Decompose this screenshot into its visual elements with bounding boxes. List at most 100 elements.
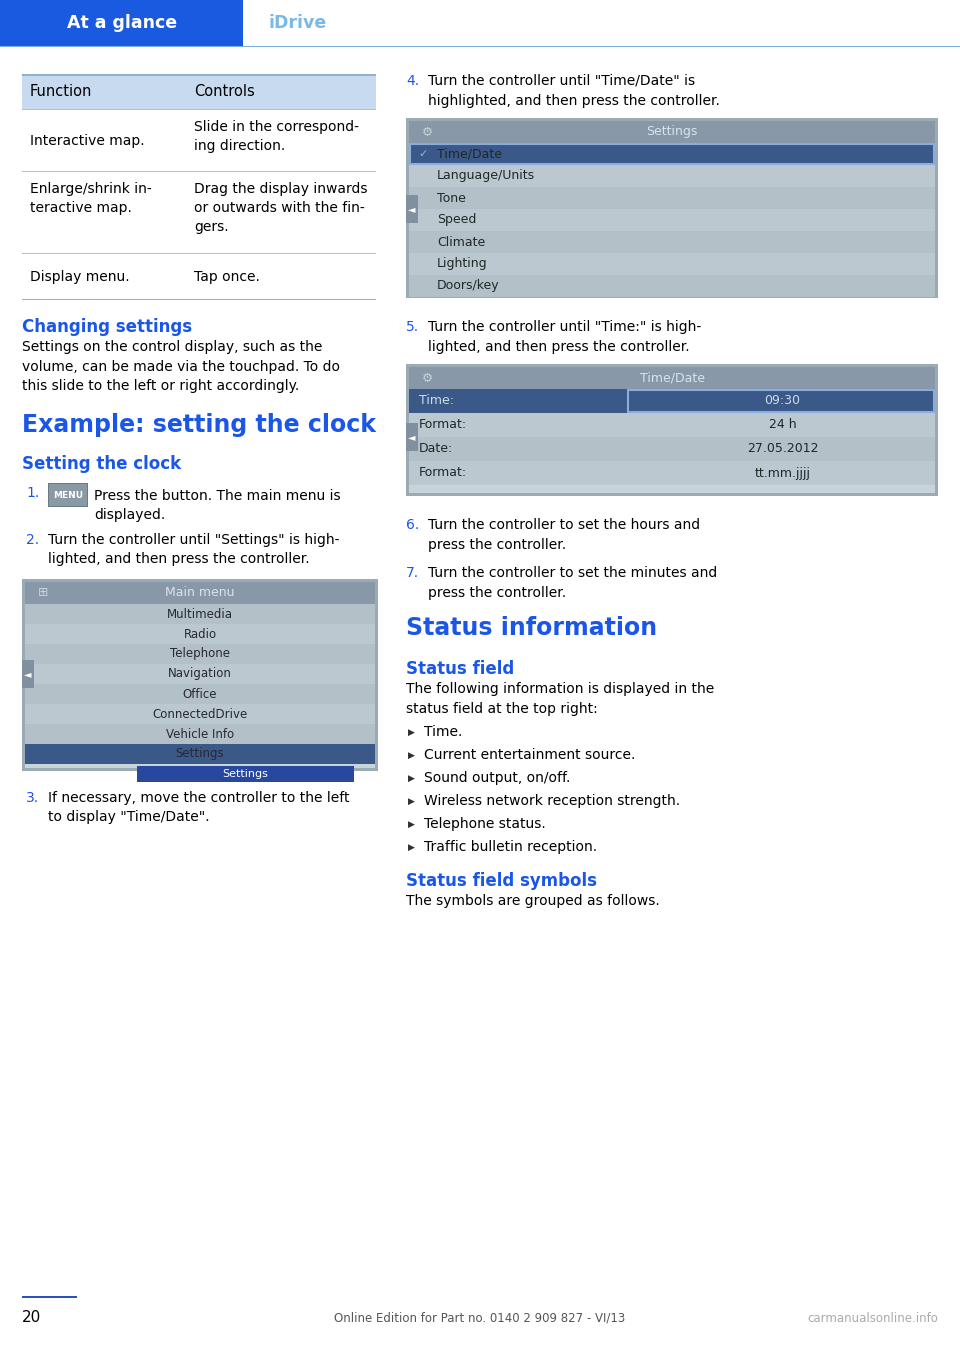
Text: ⊞: ⊞ (37, 587, 48, 599)
Text: Tap once.: Tap once. (194, 270, 260, 285)
Text: Date:: Date: (419, 443, 453, 455)
Text: Settings on the control display, such as the
volume, can be made via the touchpa: Settings on the control display, such as… (22, 340, 340, 394)
Text: ConnectedDrive: ConnectedDrive (153, 707, 248, 720)
Text: Turn the controller to set the minutes and
press the controller.: Turn the controller to set the minutes a… (428, 567, 717, 599)
Bar (409, 232, 935, 253)
Text: Time/Date: Time/Date (639, 372, 705, 384)
Bar (25, 704, 375, 725)
Text: ✓: ✓ (419, 148, 428, 159)
Bar (22, 298, 376, 300)
Text: Format:: Format: (419, 467, 468, 479)
Bar (243, 0, 960, 46)
Text: ▶: ▶ (408, 727, 415, 737)
Text: At a glance: At a glance (67, 14, 177, 31)
Bar (406, 118, 938, 298)
Text: 2.: 2. (26, 533, 39, 548)
Bar (22, 74, 376, 110)
Text: Format:: Format: (419, 418, 468, 432)
Text: Turn the controller to set the hours and
press the controller.: Turn the controller to set the hours and… (428, 518, 700, 552)
Bar (409, 366, 935, 493)
Text: ⚙: ⚙ (421, 372, 433, 384)
Bar (25, 603, 375, 624)
Text: Tone: Tone (437, 192, 466, 204)
Text: Time/Date: Time/Date (437, 147, 502, 161)
Text: Settings: Settings (646, 125, 698, 139)
Text: ▶: ▶ (408, 820, 415, 828)
Text: ▶: ▶ (408, 797, 415, 805)
Text: ◄: ◄ (24, 669, 32, 680)
Bar (25, 744, 375, 764)
Text: tt.mm.jjjj: tt.mm.jjjj (755, 467, 810, 479)
Text: Enlarge/shrink in-
teractive map.: Enlarge/shrink in- teractive map. (30, 183, 152, 215)
Bar (49, 484, 87, 507)
Bar (22, 1295, 77, 1298)
Text: Office: Office (182, 688, 217, 700)
Text: Time:: Time: (419, 395, 454, 407)
Bar (409, 275, 935, 297)
Text: Doors/key: Doors/key (437, 279, 499, 293)
Text: Status field: Status field (406, 661, 515, 678)
Bar (409, 413, 935, 437)
Text: Sound output, on/off.: Sound output, on/off. (424, 771, 570, 785)
Bar (406, 195, 418, 223)
Bar (409, 366, 935, 390)
Bar (0, 45, 960, 48)
Text: Turn the controller until "Time:" is high-
lighted, and then press the controlle: Turn the controller until "Time:" is hig… (428, 320, 701, 354)
Text: 09:30: 09:30 (764, 395, 801, 407)
Bar (22, 579, 378, 771)
Text: Changing settings: Changing settings (22, 317, 192, 336)
Text: Language/Units: Language/Units (437, 169, 535, 183)
Text: 3.: 3. (26, 791, 39, 805)
Bar (25, 725, 375, 744)
Text: Telephone: Telephone (170, 647, 230, 661)
Bar (409, 121, 935, 296)
Bar (406, 364, 938, 496)
Bar (409, 121, 935, 143)
Bar (409, 253, 935, 275)
Text: 7.: 7. (406, 567, 420, 580)
Text: iDrive: iDrive (268, 14, 326, 31)
Text: Function: Function (30, 84, 92, 99)
Text: Status information: Status information (406, 616, 658, 640)
Text: 5.: 5. (406, 320, 420, 334)
Bar (25, 665, 375, 684)
Bar (22, 74, 376, 75)
Bar (628, 390, 934, 411)
Text: ▶: ▶ (408, 774, 415, 783)
Bar (406, 424, 418, 451)
Text: Time.: Time. (424, 725, 463, 740)
Text: carmanualsonline.info: carmanualsonline.info (807, 1312, 938, 1324)
Text: Display menu.: Display menu. (30, 270, 130, 285)
Text: Turn the controller until "Settings" is high-
lighted, and then press the contro: Turn the controller until "Settings" is … (48, 533, 340, 567)
Text: Main menu: Main menu (165, 587, 235, 599)
Text: Traffic bulletin reception.: Traffic bulletin reception. (424, 840, 597, 854)
Text: 27.05.2012: 27.05.2012 (747, 443, 818, 455)
Text: Radio: Radio (183, 628, 217, 640)
Bar (409, 437, 935, 460)
Text: ⚙: ⚙ (421, 125, 433, 139)
Bar (137, 765, 354, 782)
Bar (409, 165, 935, 187)
Text: Wireless network reception strength.: Wireless network reception strength. (424, 794, 680, 808)
Text: Setting the clock: Setting the clock (22, 455, 181, 473)
Text: Online Edition for Part no. 0140 2 909 827 - VI/13: Online Edition for Part no. 0140 2 909 8… (334, 1312, 626, 1324)
Text: 6.: 6. (406, 518, 420, 533)
Bar (409, 208, 935, 232)
Text: ▶: ▶ (408, 750, 415, 760)
Bar (25, 684, 375, 704)
Text: ▶: ▶ (408, 843, 415, 851)
Bar (25, 624, 375, 644)
Text: ◄: ◄ (408, 432, 416, 443)
Text: Interactive map.: Interactive map. (30, 133, 145, 148)
Text: Slide in the correspond-
ing direction.: Slide in the correspond- ing direction. (194, 120, 359, 153)
Text: Climate: Climate (437, 236, 485, 248)
Text: 1.: 1. (26, 486, 39, 500)
Text: Turn the controller until "Time/Date" is
highlighted, and then press the control: Turn the controller until "Time/Date" is… (428, 74, 720, 108)
Text: The symbols are grouped as follows.: The symbols are grouped as follows. (406, 893, 660, 908)
Bar (409, 187, 935, 208)
Bar (0, 0, 243, 46)
Bar (25, 644, 375, 665)
Bar (48, 484, 88, 507)
Bar (22, 661, 34, 688)
Bar (25, 582, 375, 603)
